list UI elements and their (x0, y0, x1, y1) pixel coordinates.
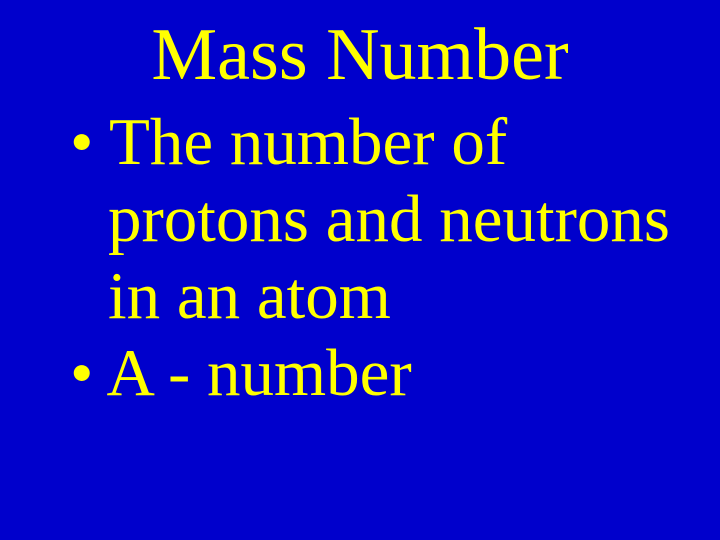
slide-container: Mass Number • The number of protons and … (0, 0, 720, 540)
bullet-text: A - number (107, 336, 412, 410)
bullet-marker: • (70, 336, 107, 410)
bullet-marker: • (70, 105, 109, 179)
slide-title: Mass Number (40, 18, 680, 92)
bullet-list: • The number of protons and neutrons in … (40, 104, 680, 412)
bullet-item: • The number of protons and neutrons in … (70, 104, 680, 335)
bullet-text: The number of protons and neutrons in an… (108, 105, 670, 333)
bullet-item: • A - number (70, 335, 680, 412)
